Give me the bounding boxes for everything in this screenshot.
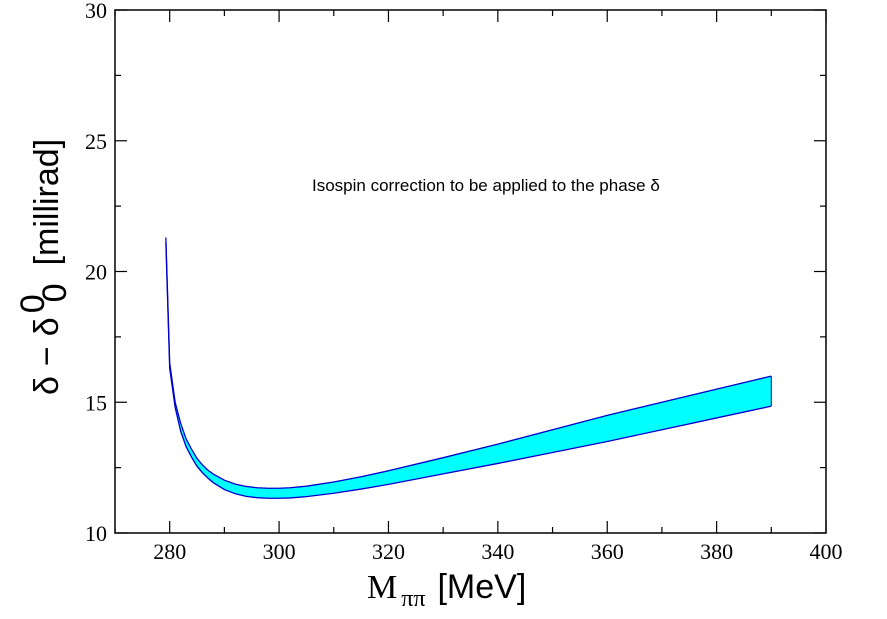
svg-text:M ππ [MeV]: M ππ [MeV] (367, 568, 526, 612)
x-tick-label: 320 (372, 539, 405, 564)
x-label-sub: ππ (401, 586, 425, 612)
y-tick-label: 30 (85, 0, 107, 23)
upper-curve (165, 237, 772, 489)
y-tick-label: 10 (85, 521, 107, 546)
x-label-main: M (367, 569, 397, 606)
svg-text:δ − δ 0: δ − δ 0 0 [millirad] (14, 139, 74, 395)
band-fill (165, 237, 772, 499)
x-tick-label: 340 (481, 539, 514, 564)
uncertainty-band (165, 237, 772, 499)
x-tick-label: 280 (153, 539, 186, 564)
y-tick-label: 20 (85, 260, 107, 285)
y-label-delta: δ (28, 376, 66, 395)
y-label-sup: 0 (14, 294, 52, 313)
y-label-minus: − (28, 346, 66, 366)
y-label-delta0: δ (28, 317, 66, 336)
y-axis-label: δ − δ 0 0 [millirad] (14, 139, 74, 395)
y-label-sub: 0 (36, 283, 74, 302)
tick-marks (114, 9, 827, 534)
y-tick-label: 25 (85, 129, 107, 154)
lower-curve (165, 242, 772, 499)
x-label-unit: [MeV] (437, 568, 526, 606)
x-tick-label: 300 (263, 539, 296, 564)
y-tick-label: 15 (85, 390, 107, 415)
x-tick-label: 360 (591, 539, 624, 564)
y-label-unit: [millirad] (28, 139, 66, 266)
annotation-text: Isospin correction to be applied to the … (312, 176, 660, 195)
x-tick-label: 400 (810, 539, 843, 564)
tick-labels: 280 300 320 340 360 380 400 10 15 20 25 30 (85, 0, 843, 564)
x-axis-label: M ππ [MeV] (367, 568, 526, 612)
x-tick-label: 380 (700, 539, 733, 564)
